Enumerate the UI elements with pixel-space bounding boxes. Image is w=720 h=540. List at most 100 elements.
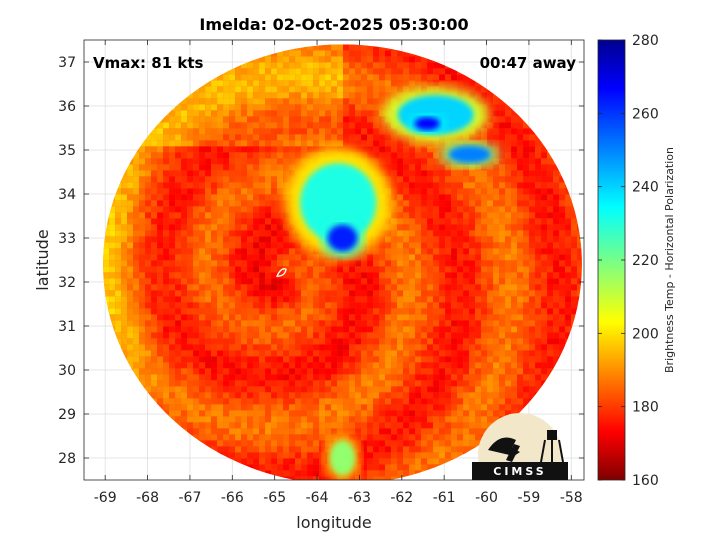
swath-cell: [169, 260, 176, 267]
swath-cell: [349, 284, 356, 291]
swath-cell: [427, 248, 434, 255]
swath-cell: [373, 422, 380, 429]
swath-cell: [259, 350, 266, 357]
swath-cell: [457, 290, 464, 297]
swath-cell: [253, 158, 260, 165]
swath-cell: [121, 194, 128, 201]
swath-cell: [175, 110, 182, 117]
swath-cell: [247, 398, 254, 405]
swath-cell: [109, 242, 116, 249]
swath-cell: [457, 398, 464, 405]
swath-cell: [475, 230, 482, 237]
swath-cell: [253, 350, 260, 357]
swath-cell: [151, 296, 158, 303]
swath-cell: [499, 170, 506, 177]
swath-cell: [241, 386, 248, 393]
swath-cell: [265, 320, 272, 327]
swath-cell: [181, 290, 188, 297]
swath-cell: [163, 242, 170, 249]
swath-cell: [259, 182, 266, 189]
swath-cell: [283, 254, 290, 261]
swath-cell: [331, 392, 338, 399]
swath-cell: [337, 482, 343, 488]
swath-cell: [289, 440, 296, 447]
swath-cell: [415, 290, 422, 297]
swath-cell: [313, 392, 320, 399]
swath-cell: [163, 212, 170, 219]
swath-cell: [379, 314, 386, 321]
swath-cell: [265, 314, 272, 321]
swath-cell: [313, 350, 320, 357]
swath-cell: [241, 140, 248, 147]
swath-cell: [373, 374, 380, 381]
swath-cell: [133, 170, 140, 177]
swath-cell: [283, 338, 290, 345]
swath-cell: [217, 374, 224, 381]
swath-cell: [307, 410, 314, 417]
swath-cell: [391, 50, 398, 57]
swath-cell: [187, 404, 194, 411]
swath-cell: [265, 482, 271, 488]
swath-cell: [475, 422, 482, 429]
swath-cell: [421, 434, 428, 441]
swath-cell: [409, 308, 416, 315]
swath-cell: [313, 344, 320, 351]
swath-cell: [499, 398, 506, 405]
swath-cell: [403, 482, 409, 488]
swath-cell: [325, 98, 332, 105]
swath-cell: [415, 140, 422, 147]
swath-cell: [463, 320, 470, 327]
swath-cell: [211, 104, 218, 111]
swath-cell: [277, 86, 284, 93]
swath-cell: [481, 380, 488, 387]
swath-cell: [451, 68, 458, 75]
swath-cell: [325, 116, 332, 123]
swath-cell: [313, 482, 319, 488]
swath-cell: [439, 458, 446, 465]
swath-cell: [151, 482, 157, 488]
swath-cell: [289, 320, 296, 327]
swath-cell: [475, 338, 482, 345]
swath-cell: [421, 404, 428, 411]
swath-cell: [373, 356, 380, 363]
swath-cell: [379, 260, 386, 267]
swath-cell: [235, 254, 242, 261]
swath-cell: [145, 236, 152, 243]
swath-cell: [373, 260, 380, 267]
swath-cell: [115, 224, 122, 231]
swath-cell: [487, 380, 494, 387]
swath-cell: [235, 326, 242, 333]
swath-cell: [175, 200, 182, 207]
swath-cell: [337, 122, 344, 129]
swath-cell: [373, 284, 380, 291]
swath-cell: [145, 260, 152, 267]
swath-cell: [361, 404, 368, 411]
swath-cell: [283, 176, 290, 183]
swath-cell: [193, 152, 200, 159]
swath-cell: [235, 170, 242, 177]
swath-cell: [283, 278, 290, 285]
swath-cell: [397, 140, 404, 147]
swath-cell: [187, 278, 194, 285]
swath-cell: [397, 470, 404, 477]
swath-cell: [337, 110, 344, 117]
swath-cell: [439, 482, 445, 488]
swath-cell: [421, 236, 428, 243]
swath-cell: [121, 284, 128, 291]
swath-cell: [487, 398, 494, 405]
swath-cell: [319, 332, 326, 339]
swath-cell: [217, 254, 224, 261]
swath-cell: [229, 278, 236, 285]
swath-cell: [277, 92, 284, 99]
swath-cell: [229, 248, 236, 255]
swath-cell: [103, 290, 110, 297]
swath-cell: [229, 116, 236, 123]
swath-cell: [439, 398, 446, 405]
swath-cell: [325, 356, 332, 363]
swath-cell: [289, 326, 296, 333]
swath-cell: [391, 428, 398, 435]
swath-cell: [307, 248, 314, 255]
swath-cell: [121, 278, 128, 285]
swath-cell: [457, 404, 464, 411]
swath-cell: [241, 404, 248, 411]
